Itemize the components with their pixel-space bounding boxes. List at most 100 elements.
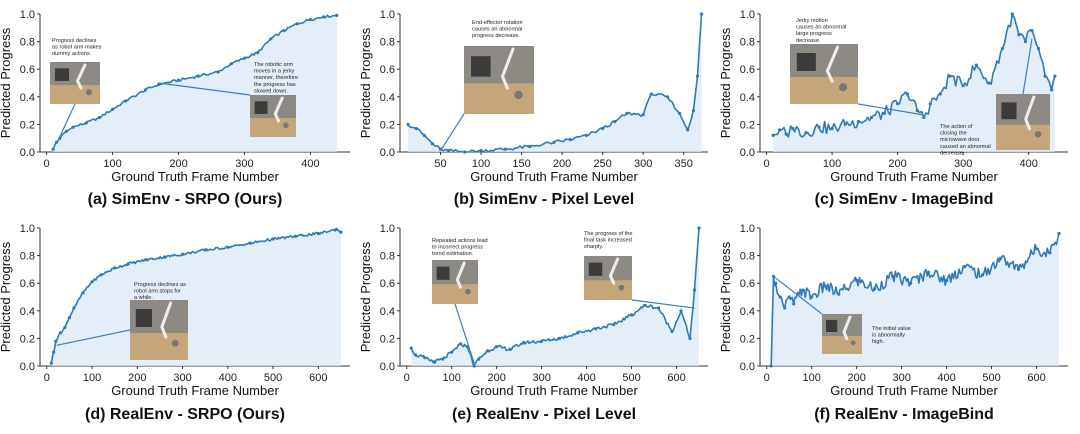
- y-tick-label: 0.4: [380, 92, 395, 104]
- data-point: [999, 256, 1003, 260]
- series-line: [770, 233, 1060, 367]
- data-point: [787, 295, 791, 299]
- thumbnail-item: [514, 90, 523, 100]
- data-point: [196, 74, 200, 78]
- y-axis-label: Predicted Progress: [358, 27, 373, 138]
- data-point: [1053, 74, 1057, 78]
- data-point: [162, 255, 167, 259]
- data-point: [961, 84, 965, 88]
- annotation-pointer: [57, 103, 76, 140]
- annotation-text: The progress of the final task increased s…: [584, 231, 633, 250]
- data-point: [945, 278, 949, 282]
- y-tick-label: 0.4: [20, 92, 35, 104]
- data-point: [495, 345, 499, 349]
- y-axis-label: Predicted Progress: [358, 241, 373, 352]
- robot-arm-icon: [608, 257, 620, 285]
- series-line: [410, 227, 700, 367]
- data-point: [295, 22, 299, 26]
- robot-arm-icon: [500, 47, 515, 90]
- x-tick-label: 100: [103, 158, 121, 170]
- data-point: [1057, 231, 1061, 236]
- data-point: [1016, 267, 1021, 271]
- data-point: [778, 295, 782, 299]
- y-tick-label: 0.0: [380, 361, 395, 373]
- data-point: [508, 347, 512, 351]
- x-tick-label: 500: [622, 372, 640, 384]
- x-tick-label: 350: [675, 158, 693, 170]
- x-tick-label: 0: [44, 158, 50, 170]
- x-axis-label: Ground Truth Frame Number: [111, 169, 279, 184]
- data-point: [1050, 88, 1054, 92]
- data-point: [450, 350, 454, 354]
- data-point: [71, 125, 75, 129]
- data-point: [269, 37, 273, 41]
- data-point: [896, 102, 900, 106]
- y-tick-label: 0.0: [20, 147, 35, 159]
- data-point: [981, 273, 985, 277]
- y-tick-label: 0.0: [740, 361, 755, 373]
- x-tick-label: 500: [264, 372, 282, 384]
- data-point: [686, 128, 690, 132]
- data-point: [778, 128, 782, 132]
- robot-arm-icon: [75, 63, 87, 90]
- data-point: [1048, 251, 1052, 255]
- y-tick-label: 0.0: [380, 147, 395, 159]
- data-point: [869, 115, 874, 120]
- data-point: [823, 284, 827, 288]
- data-point: [58, 331, 63, 335]
- thumbnail-table: [996, 124, 1050, 150]
- data-point: [1034, 247, 1039, 251]
- data-point: [568, 138, 572, 142]
- chart-a: 0.0 0.2 0.4 0.6 0.8 1.0 0 100 200 300 400 Ground Tr…: [0, 9, 350, 208]
- panel-caption: (f) RealEnv - ImageBind: [814, 406, 994, 423]
- chart-e: 0.0 0.2 0.4 0.6 0.8 1.0 0 100 200 300 400 500 600 Gro…: [358, 223, 708, 423]
- x-tick-label: 150: [512, 158, 530, 170]
- chart-d: 0.0 0.2 0.4 0.6 0.8 1.0 0 100 200 300 400 500 600 Gro…: [0, 223, 350, 423]
- x-tick-label: 300: [954, 158, 972, 170]
- x-tick-label: 50: [434, 158, 446, 170]
- series-line: [772, 13, 1056, 138]
- data-point: [479, 149, 483, 153]
- data-point: [322, 15, 326, 19]
- data-point: [67, 316, 71, 320]
- data-point: [486, 349, 490, 353]
- x-tick-label: 300: [235, 158, 253, 170]
- data-point: [810, 295, 814, 299]
- data-point: [678, 111, 682, 115]
- data-point: [181, 252, 185, 256]
- annotation-thumbnail: [996, 94, 1050, 150]
- data-point: [855, 278, 859, 282]
- y-tick-label: 0.6: [20, 278, 35, 290]
- annotation-text: The action of closing the microwave door ca…: [940, 124, 991, 156]
- y-tick-label: 0.8: [20, 251, 35, 263]
- data-point: [830, 126, 834, 131]
- y-tick-label: 0.0: [20, 361, 35, 373]
- data-point: [423, 356, 427, 360]
- data-point: [406, 122, 410, 126]
- data-point: [52, 350, 56, 354]
- data-point: [905, 92, 910, 96]
- x-axis-label: Ground Truth Frame Number: [830, 169, 998, 184]
- data-point: [771, 133, 775, 137]
- x-tick-label: 400: [301, 158, 319, 170]
- data-point: [576, 331, 580, 335]
- data-point: [630, 313, 634, 317]
- data-point: [282, 29, 286, 33]
- annotation-text: Progress declines as robot arm makes dummy…: [52, 38, 102, 57]
- data-point: [699, 12, 704, 16]
- data-point: [837, 292, 841, 296]
- data-point: [1010, 12, 1014, 16]
- chart-c: 0.0 0.2 0.4 0.6 0.8 1.0 0 100 200 300 400 Ground Tr…: [718, 9, 1068, 208]
- thumbnail-table: [790, 77, 858, 104]
- data-point: [679, 309, 683, 313]
- thumbnail-item: [618, 284, 625, 291]
- x-tick-label: 600: [667, 372, 685, 384]
- y-tick-label: 0.6: [380, 64, 395, 76]
- y-tick-label: 1.0: [380, 9, 395, 21]
- x-tick-label: 400: [577, 372, 595, 384]
- data-point: [656, 306, 661, 310]
- data-point: [477, 357, 481, 361]
- annotation-text: Jerky motion causes an abnormal large prog…: [796, 18, 846, 44]
- annotation-text: End-effector rotation causes an abnormal p…: [472, 20, 523, 39]
- series-line: [407, 13, 703, 153]
